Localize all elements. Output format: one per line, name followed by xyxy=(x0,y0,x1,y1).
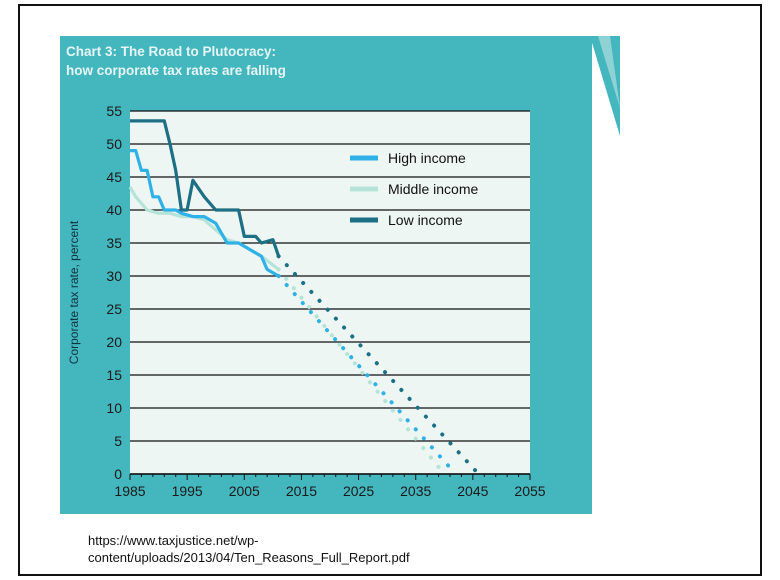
y-tick-label: 25 xyxy=(106,301,122,317)
y-tick-label: 5 xyxy=(114,433,122,449)
plot-area xyxy=(130,111,530,474)
projection-line-3 xyxy=(276,254,481,476)
x-tick-label: 1985 xyxy=(114,483,145,499)
y-tick-label: 10 xyxy=(106,400,122,416)
legend-label: Low income xyxy=(388,212,463,228)
y-tick-label: 40 xyxy=(106,202,122,218)
y-tick-label: 35 xyxy=(106,235,122,251)
x-tick-label: 2035 xyxy=(400,483,431,499)
x-tick-label: 2045 xyxy=(457,483,488,499)
y-tick-label: 55 xyxy=(106,103,122,119)
y-tick-label: 15 xyxy=(106,367,122,383)
x-tick-label: 2025 xyxy=(343,483,374,499)
x-tick-label: 2055 xyxy=(514,483,545,499)
chart-title: Chart 3: The Road to Plutocracy: xyxy=(66,44,277,59)
legend-label: Middle income xyxy=(388,181,478,197)
source-line-1[interactable]: https://www.taxjustice.net/wp- xyxy=(88,533,259,548)
corner-decoration xyxy=(590,36,620,136)
y-tick-label: 30 xyxy=(106,268,122,284)
projection-line-2 xyxy=(276,267,447,476)
source-citation: https://www.taxjustice.net/wp- content/u… xyxy=(88,532,508,566)
x-tick-label: 2015 xyxy=(286,483,317,499)
y-tick-label: 20 xyxy=(106,334,122,350)
source-line-2[interactable]: content/uploads/2013/04/Ten_Reasons_Full… xyxy=(88,550,410,565)
y-tick-label: 45 xyxy=(106,169,122,185)
projection-line-1 xyxy=(276,274,458,476)
series-line-low-income xyxy=(130,119,281,257)
x-tick-label: 1995 xyxy=(172,483,203,499)
legend-label: High income xyxy=(388,150,466,166)
series-line-high-income xyxy=(130,148,280,278)
chart-subtitle: how corporate tax rates are falling xyxy=(66,63,286,78)
y-tick-label: 0 xyxy=(114,466,122,482)
chart-figure: Chart 3: The Road to Plutocracy: how cor… xyxy=(60,36,592,514)
y-axis-label: Corporate tax rate, percent xyxy=(67,220,81,364)
x-tick-label: 2005 xyxy=(229,483,260,499)
y-tick-label: 50 xyxy=(106,136,122,152)
